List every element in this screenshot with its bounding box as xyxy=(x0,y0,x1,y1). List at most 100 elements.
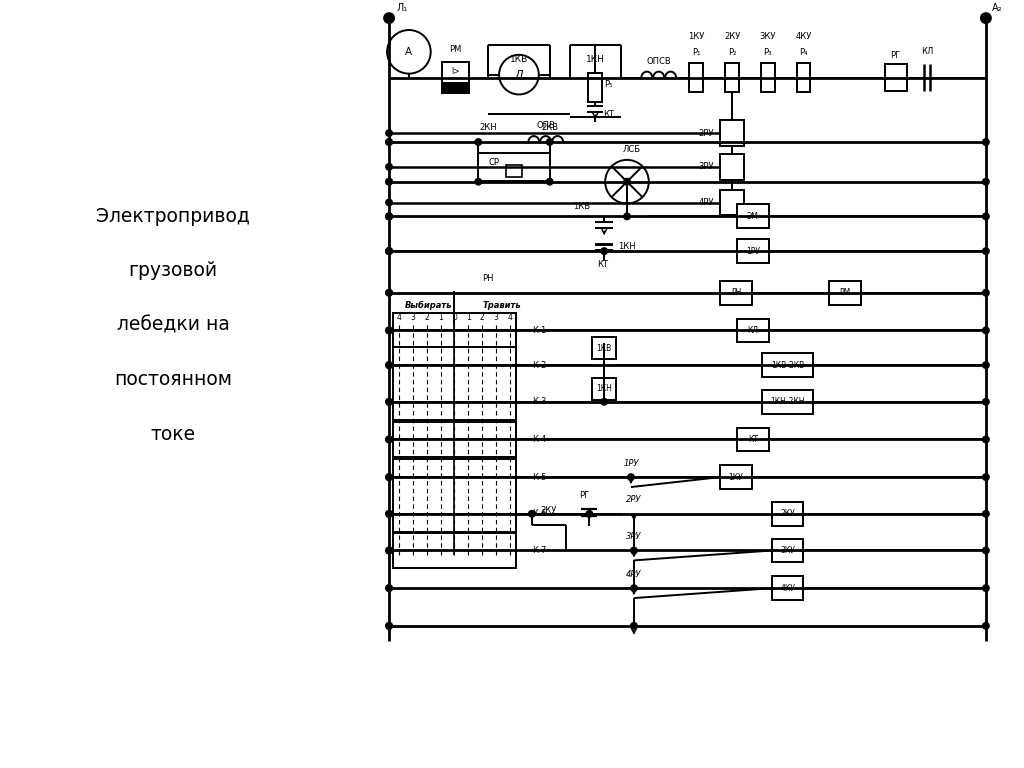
Text: А₂: А₂ xyxy=(992,3,1002,13)
Circle shape xyxy=(436,546,445,555)
Bar xyxy=(762,390,813,414)
Circle shape xyxy=(586,510,593,518)
Circle shape xyxy=(464,546,473,555)
Circle shape xyxy=(436,472,445,482)
Circle shape xyxy=(982,361,990,369)
Circle shape xyxy=(385,177,393,186)
Text: К-2: К-2 xyxy=(531,361,546,369)
Text: КТ: КТ xyxy=(597,260,607,270)
Bar xyxy=(720,121,744,146)
Circle shape xyxy=(422,435,431,444)
Text: К-7: К-7 xyxy=(531,546,546,555)
Bar xyxy=(393,459,516,531)
Circle shape xyxy=(492,435,501,444)
Circle shape xyxy=(982,435,990,443)
Text: 4КУ: 4КУ xyxy=(780,584,795,593)
Circle shape xyxy=(623,213,631,220)
Circle shape xyxy=(627,473,635,481)
Bar xyxy=(737,428,769,452)
Text: 1КУ: 1КУ xyxy=(688,32,705,41)
Bar xyxy=(737,319,769,343)
Text: КТ: КТ xyxy=(748,435,758,444)
Circle shape xyxy=(385,398,393,406)
Circle shape xyxy=(546,138,554,146)
Circle shape xyxy=(450,435,459,444)
Bar xyxy=(797,63,810,92)
Circle shape xyxy=(385,435,393,443)
Circle shape xyxy=(385,584,393,592)
Text: постоянном: постоянном xyxy=(114,370,232,389)
Circle shape xyxy=(982,247,990,255)
Circle shape xyxy=(436,397,445,406)
Circle shape xyxy=(394,435,403,444)
Text: К-1: К-1 xyxy=(531,326,546,335)
Circle shape xyxy=(505,397,515,406)
Text: лебедки на: лебедки на xyxy=(117,316,229,335)
Circle shape xyxy=(436,435,445,444)
Text: Р₄: Р₄ xyxy=(799,48,808,58)
Circle shape xyxy=(409,509,418,518)
Text: 2КУ: 2КУ xyxy=(780,509,795,518)
Text: К-4: К-4 xyxy=(531,435,546,444)
Circle shape xyxy=(477,509,487,518)
Circle shape xyxy=(394,360,403,370)
Bar xyxy=(829,281,861,305)
Text: токе: токе xyxy=(151,425,196,444)
Circle shape xyxy=(385,199,393,207)
Circle shape xyxy=(385,289,393,296)
Circle shape xyxy=(385,584,393,592)
Circle shape xyxy=(409,546,418,555)
Bar xyxy=(592,337,616,359)
Circle shape xyxy=(436,509,445,518)
Circle shape xyxy=(394,472,403,482)
Circle shape xyxy=(385,473,393,481)
Text: 3КУ: 3КУ xyxy=(780,546,795,555)
Circle shape xyxy=(630,622,638,630)
Text: 3: 3 xyxy=(494,313,499,322)
Text: 3КУ: 3КУ xyxy=(760,32,776,41)
Text: К-6: К-6 xyxy=(531,509,546,518)
Bar xyxy=(762,353,813,377)
Circle shape xyxy=(385,326,393,334)
Text: КТ: КТ xyxy=(603,110,613,119)
Circle shape xyxy=(409,360,418,370)
Text: 0: 0 xyxy=(452,313,457,322)
Bar xyxy=(478,153,550,180)
Circle shape xyxy=(385,473,393,481)
Text: РГ: РГ xyxy=(580,492,590,501)
Text: К-3: К-3 xyxy=(531,397,546,406)
Circle shape xyxy=(409,472,418,482)
Text: Д: Д xyxy=(515,70,523,80)
Circle shape xyxy=(499,55,539,94)
Circle shape xyxy=(385,247,393,255)
Circle shape xyxy=(385,435,393,443)
Circle shape xyxy=(385,129,393,137)
Bar xyxy=(441,81,469,94)
Bar xyxy=(393,422,516,457)
Text: 2КН: 2КН xyxy=(479,123,497,131)
Circle shape xyxy=(436,326,445,335)
Text: 2: 2 xyxy=(480,313,484,322)
Circle shape xyxy=(630,584,638,592)
Text: грузовой: грузовой xyxy=(128,261,217,280)
Circle shape xyxy=(505,435,515,444)
Text: СР: СР xyxy=(488,158,500,167)
Circle shape xyxy=(450,546,459,555)
Text: Р₃: Р₃ xyxy=(764,48,772,58)
Circle shape xyxy=(600,247,608,255)
Circle shape xyxy=(422,509,431,518)
Circle shape xyxy=(422,360,431,370)
Text: ОПСВ: ОПСВ xyxy=(646,58,671,66)
Circle shape xyxy=(385,213,393,220)
Circle shape xyxy=(630,547,638,554)
Circle shape xyxy=(385,547,393,554)
Circle shape xyxy=(383,12,395,24)
Circle shape xyxy=(385,247,393,255)
Bar xyxy=(720,190,744,215)
Text: РГ: РГ xyxy=(891,51,901,61)
Text: Электропривод: Электропривод xyxy=(96,207,250,226)
Text: 2РУ: 2РУ xyxy=(627,495,642,505)
Text: ЭМ: ЭМ xyxy=(746,212,759,221)
Bar xyxy=(441,61,469,94)
Circle shape xyxy=(492,472,501,482)
